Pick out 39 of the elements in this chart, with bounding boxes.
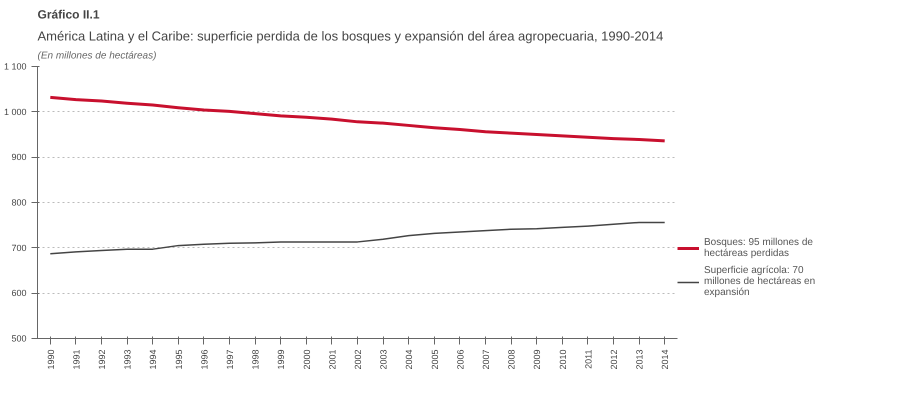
y-tick-label: 1 100 bbox=[4, 62, 27, 72]
x-tick-label: 1992 bbox=[97, 349, 107, 370]
y-tick-label: 900 bbox=[11, 152, 27, 162]
x-tick-label: 2012 bbox=[609, 349, 619, 370]
x-tick-label: 2008 bbox=[506, 349, 517, 370]
x-tick-label: 2013 bbox=[634, 349, 645, 370]
x-tick-label: 1990 bbox=[46, 349, 56, 370]
line-series bbox=[50, 222, 666, 254]
x-tick-label: 2009 bbox=[532, 349, 542, 370]
y-tick-label: 500 bbox=[11, 334, 27, 344]
x-tick-label: 2010 bbox=[558, 349, 568, 370]
x-tick-label: 2000 bbox=[302, 349, 312, 370]
legend-label: Bosques: 95 millones de hectáreas perdidas bbox=[704, 237, 813, 259]
x-tick-label: 1998 bbox=[250, 349, 261, 370]
x-tick-label: 1993 bbox=[122, 349, 133, 370]
x-tick-label: 2002 bbox=[353, 349, 363, 370]
x-tick-label: 2005 bbox=[430, 349, 440, 370]
x-tick-label: 2004 bbox=[404, 349, 414, 370]
x-tick-label: 2014 bbox=[660, 349, 670, 370]
x-tick-label: 1994 bbox=[148, 349, 158, 370]
x-tick-label: 1999 bbox=[276, 349, 286, 370]
x-tick-label: 2003 bbox=[378, 349, 389, 370]
x-tick-label: 1995 bbox=[174, 349, 184, 370]
x-tick-label: 1997 bbox=[225, 349, 235, 370]
y-tick-label: 800 bbox=[11, 198, 27, 208]
x-tick-label: 1991 bbox=[71, 349, 82, 370]
x-tick-label: 2011 bbox=[583, 349, 594, 369]
y-tick-label: 1 000 bbox=[4, 106, 27, 117]
x-tick-label: 2001 bbox=[327, 349, 338, 370]
chart-subtitle: América Latina y el Caribe: superficie perdida de los bosques y expansión del área agropecuaria, 1990-2014 bbox=[38, 28, 664, 44]
legend-label: Superficie agrícola: 70 millones de hectáreas en expansión bbox=[704, 265, 816, 298]
y-tick-label: 600 bbox=[11, 288, 27, 298]
line-series bbox=[48, 96, 666, 142]
y-tick-label: 700 bbox=[11, 242, 27, 253]
x-tick-label: 2007 bbox=[481, 349, 491, 370]
text: (En millones de hectáreas) bbox=[38, 50, 156, 62]
x-tick-label: 1996 bbox=[199, 349, 210, 370]
x-tick-label: 2006 bbox=[455, 349, 466, 370]
chart-title: Gráfico II.1 bbox=[38, 8, 100, 22]
